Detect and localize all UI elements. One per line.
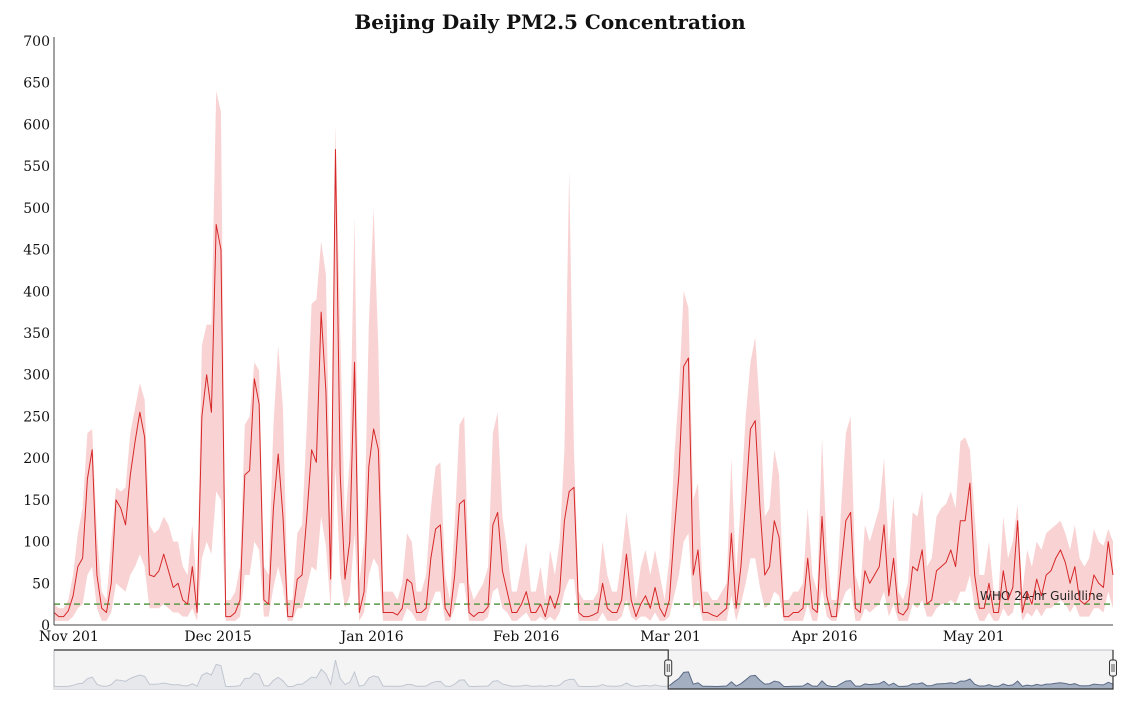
y-tick-label: 350 bbox=[23, 326, 50, 342]
pm25-series bbox=[53, 148, 1114, 618]
y-tick-label: 650 bbox=[23, 76, 50, 92]
navigator-area-unselected bbox=[54, 660, 670, 689]
x-tick-label: Dec 2015 bbox=[184, 629, 251, 645]
axes bbox=[53, 37, 1113, 626]
band-area bbox=[54, 91, 1113, 621]
x-tick-label: Nov 201 bbox=[39, 629, 99, 645]
x-tick-label: Jan 2016 bbox=[339, 629, 404, 645]
y-tick-label: 450 bbox=[23, 243, 50, 259]
y-tick-label: 150 bbox=[23, 493, 50, 509]
navigator-line-unselected bbox=[53, 660, 670, 688]
chart-title: Beijing Daily PM2.5 Concentration bbox=[354, 10, 746, 34]
y-axis-ticks: 0 50 100 150 200 250 300 350 400 450 500 550 600 650 7… bbox=[23, 34, 50, 634]
x-tick-label: Mar 201 bbox=[640, 629, 701, 645]
navigator-handle-left[interactable] bbox=[664, 659, 673, 677]
y-tick-label: 700 bbox=[23, 34, 50, 50]
confidence-band bbox=[54, 91, 1113, 621]
drag-handle-icon[interactable] bbox=[664, 659, 673, 677]
x-tick-label: May 201 bbox=[943, 629, 1005, 645]
x-tick-label: Feb 2016 bbox=[493, 629, 559, 645]
y-tick-label: 500 bbox=[23, 201, 50, 217]
y-tick-label: 0 bbox=[41, 618, 50, 634]
range-navigator[interactable] bbox=[53, 649, 1117, 690]
y-tick-label: 600 bbox=[23, 117, 50, 133]
y-tick-label: 400 bbox=[23, 284, 50, 300]
drag-handle-icon[interactable] bbox=[1109, 659, 1117, 677]
x-tick-label: Apr 2016 bbox=[791, 629, 858, 645]
navigator-line-selected bbox=[669, 671, 1114, 688]
y-tick-label: 50 bbox=[32, 576, 50, 592]
y-tick-label: 200 bbox=[23, 451, 50, 467]
pm25-line bbox=[53, 148, 1114, 618]
y-tick-label: 250 bbox=[23, 409, 50, 425]
navigator-handle-right[interactable] bbox=[1109, 659, 1117, 677]
y-tick-label: 100 bbox=[23, 535, 50, 551]
x-axis-ticks: Nov 201 Dec 2015 Jan 2016 Feb 2016 Mar 201 Ap… bbox=[39, 629, 1005, 645]
y-tick-label: 550 bbox=[23, 159, 50, 175]
y-tick-label: 300 bbox=[23, 368, 50, 384]
